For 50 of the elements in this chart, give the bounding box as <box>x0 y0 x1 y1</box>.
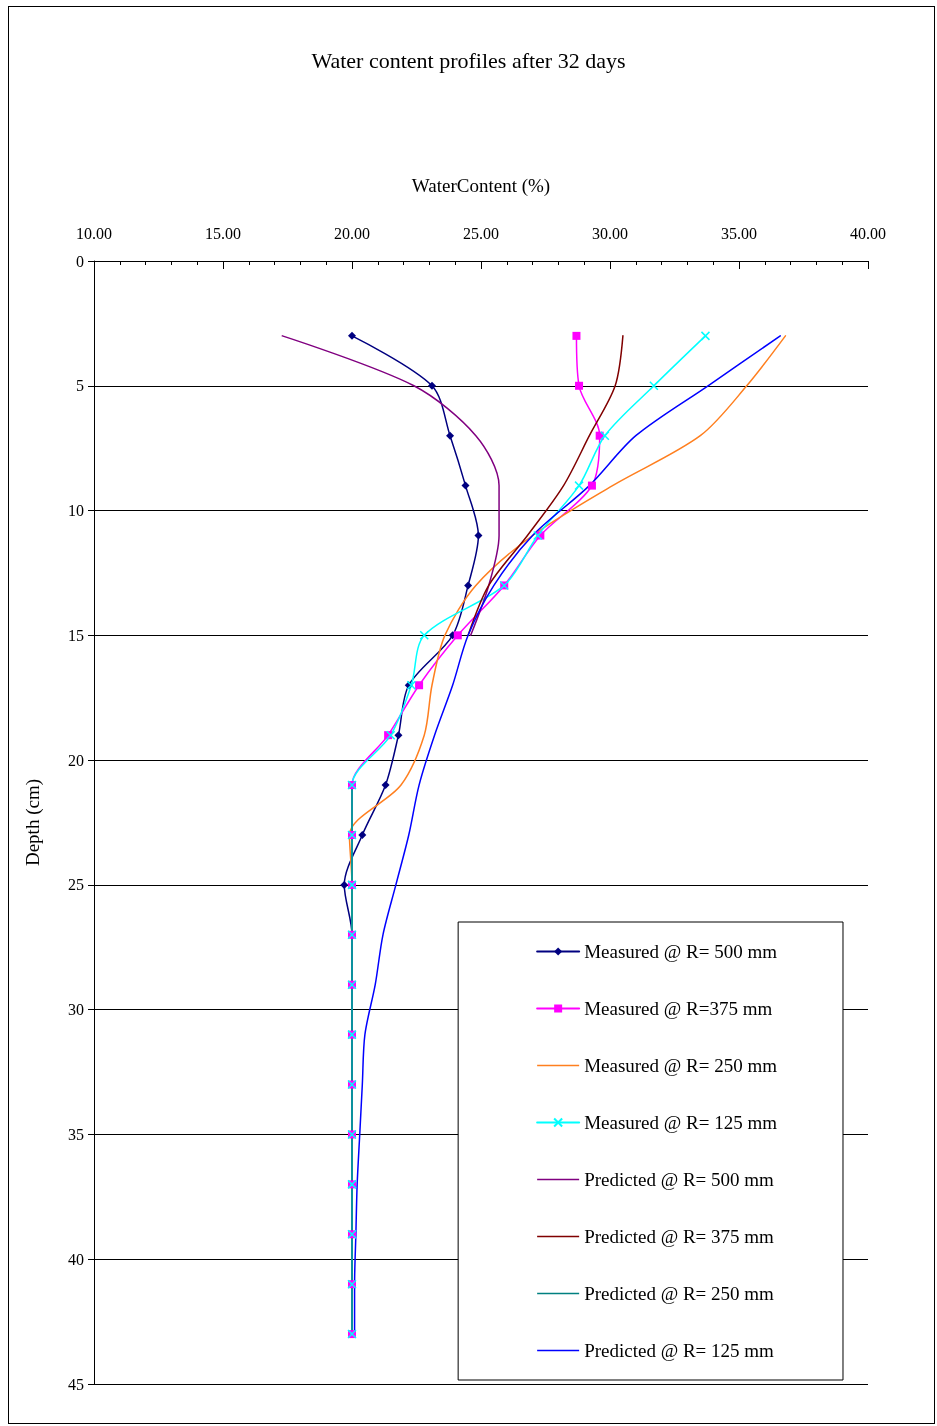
y-tick-label: 25 <box>68 876 84 894</box>
x-tick-label: 25.00 <box>463 224 499 242</box>
line-series <box>281 335 500 637</box>
point <box>406 680 417 690</box>
y-tick-label: 5 <box>76 377 84 395</box>
point <box>358 830 367 839</box>
y-tick-label: 15 <box>68 626 84 644</box>
x-tick-label: 40.00 <box>850 224 886 242</box>
x-tick-label: 10.00 <box>76 224 112 242</box>
point <box>381 781 390 790</box>
point <box>340 880 349 889</box>
chart-title: Water content profiles after 32 days <box>311 47 626 73</box>
legend-label: Measured @ R=375 mm <box>584 998 773 1019</box>
x-tick-label: 30.00 <box>592 224 628 242</box>
point <box>587 481 596 490</box>
point <box>415 681 424 690</box>
legend-label: Predicted @ R= 125 mm <box>584 1340 775 1361</box>
point <box>453 631 462 640</box>
x-tick-label: 15.00 <box>205 224 241 242</box>
point <box>700 331 711 341</box>
point <box>464 581 473 590</box>
y-tick-label: 30 <box>68 1001 84 1019</box>
point <box>427 381 436 390</box>
x-axis-title: WaterContent (%) <box>411 175 551 197</box>
y-tick-label: 40 <box>68 1250 84 1268</box>
y-tick-label: 0 <box>76 252 84 270</box>
legend-label: Predicted @ R= 375 mm <box>584 1226 775 1247</box>
point <box>348 331 356 340</box>
x-tick-label: 35.00 <box>721 224 757 242</box>
point <box>600 430 610 441</box>
legend-label: Predicted @ R= 250 mm <box>584 1283 775 1304</box>
legend-label: Measured @ R= 125 mm <box>584 1112 778 1133</box>
y-tick-label: 20 <box>68 751 84 769</box>
x-tick-label: 20.00 <box>334 224 370 242</box>
legend-label: Predicted @ R= 500 mm <box>584 1169 775 1190</box>
point <box>574 480 584 491</box>
point <box>394 731 403 740</box>
point <box>575 381 584 390</box>
point <box>461 481 470 490</box>
point <box>649 381 659 391</box>
point <box>446 431 455 440</box>
y-tick-label: 10 <box>68 502 84 520</box>
y-tick-label: 45 <box>68 1375 84 1393</box>
legend-label: Measured @ R= 500 mm <box>584 941 778 962</box>
legend-label: Measured @ R= 250 mm <box>584 1055 778 1076</box>
y-tick-label: 35 <box>68 1125 84 1143</box>
point <box>419 630 429 641</box>
point <box>572 331 581 340</box>
y-axis-title: Depth (cm) <box>22 778 44 867</box>
point <box>474 531 483 540</box>
